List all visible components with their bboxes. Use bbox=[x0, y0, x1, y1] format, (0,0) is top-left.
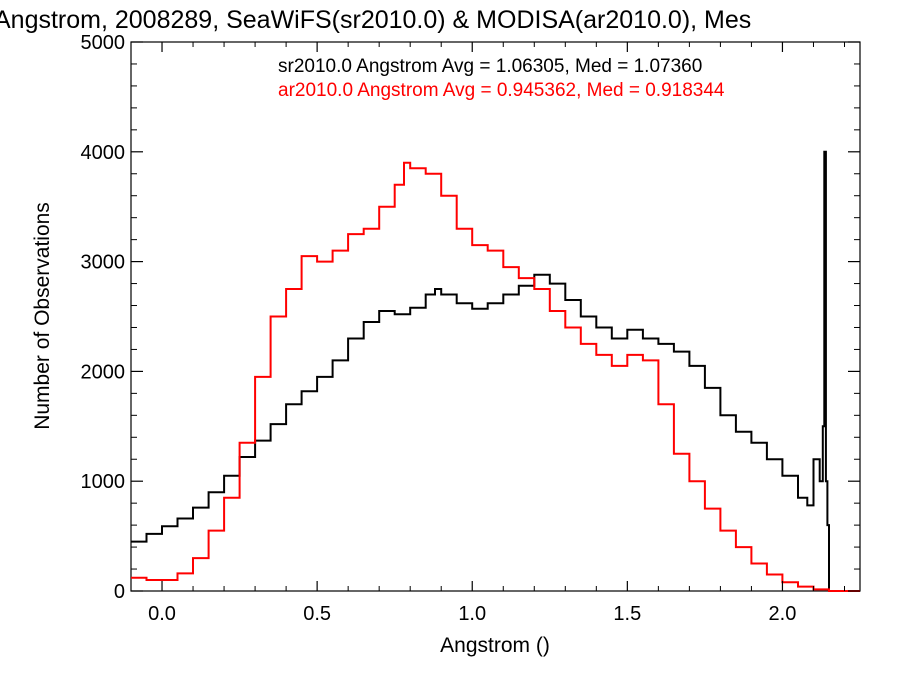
plot-frame bbox=[130, 41, 861, 592]
y-tick-label: 5000 bbox=[81, 32, 126, 54]
series-layer bbox=[131, 150, 860, 592]
y-tick-label: 0 bbox=[114, 581, 125, 603]
y-tick-label: 4000 bbox=[81, 142, 126, 164]
series-line-ar2010 bbox=[131, 161, 860, 592]
y-tick-label: 3000 bbox=[81, 252, 126, 274]
legend-entry-sr2010: sr2010.0 Angstrom Avg = 1.06305, Med = 1… bbox=[278, 56, 702, 77]
x-tick-label: 1.0 bbox=[458, 603, 486, 625]
legend-entry-ar2010: ar2010.0 Angstrom Avg = 0.945362, Med = … bbox=[278, 80, 725, 101]
x-tick-label: 1.5 bbox=[613, 603, 641, 625]
x-tick-label: 0.0 bbox=[148, 603, 176, 625]
axes: 0.0 0.5 1.0 1.5 2.0 0 1000 2000 3000 4000 5000 bbox=[81, 32, 860, 625]
chart-title: Angstrom, 2008289, SeaWiFS(sr2010.0) & M… bbox=[0, 6, 751, 34]
x-tick-label: 0.5 bbox=[303, 603, 331, 625]
y-tick-label: 1000 bbox=[81, 471, 126, 493]
y-tick-label: 2000 bbox=[81, 361, 126, 383]
x-axis-label: Angstrom () bbox=[440, 634, 550, 657]
x-tick-label: 2.0 bbox=[769, 603, 797, 625]
series-line-sr2010 bbox=[131, 150, 860, 592]
y-axis-label: Number of Observations bbox=[31, 202, 54, 430]
